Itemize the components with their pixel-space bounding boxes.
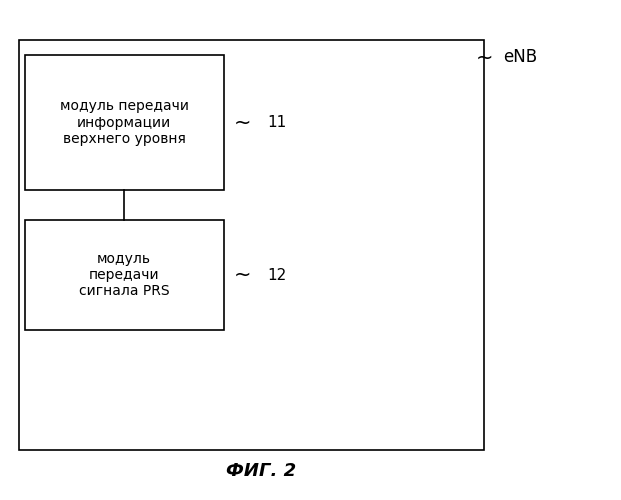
Text: 11: 11 <box>267 115 286 130</box>
Text: ~: ~ <box>476 48 493 68</box>
Text: ~: ~ <box>233 265 251 285</box>
Bar <box>25 220 224 330</box>
Bar <box>19 40 484 450</box>
Text: eNB: eNB <box>503 48 537 66</box>
Text: 12: 12 <box>267 268 286 282</box>
Text: ФИГ. 2: ФИГ. 2 <box>226 462 296 480</box>
Text: ~: ~ <box>233 112 251 132</box>
Text: модуль
передачи
сигнала PRS: модуль передачи сигнала PRS <box>79 252 170 298</box>
Bar <box>25 55 224 190</box>
Text: модуль передачи
информации
верхнего уровня: модуль передачи информации верхнего уров… <box>60 100 189 146</box>
